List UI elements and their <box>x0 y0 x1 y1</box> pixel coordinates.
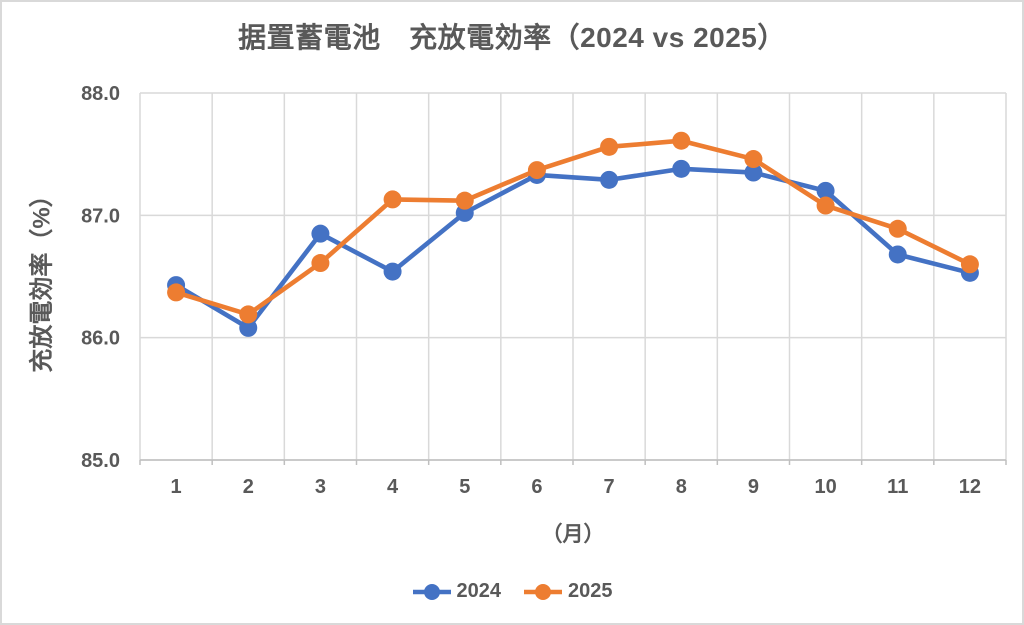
data-point-2025-m5 <box>455 191 474 210</box>
x-tick-label-10: 10 <box>814 476 836 498</box>
data-point-2025-m3 <box>311 254 330 273</box>
data-point-2024-m11 <box>888 245 907 264</box>
legend-label-2025: 2025 <box>568 580 613 602</box>
legend-item-2025: 2025 <box>523 580 613 603</box>
x-tick-label-3: 3 <box>315 476 326 498</box>
data-point-2025-m10 <box>816 196 835 215</box>
data-point-2025-m1 <box>167 283 186 302</box>
x-tick-label-5: 5 <box>459 476 470 498</box>
chart-title: 据置蓄電池 充放電効率（2024 vs 2025） <box>238 22 786 53</box>
data-point-2025-m12 <box>960 255 979 274</box>
x-axis-title: （月） <box>541 523 605 546</box>
data-point-2025-m6 <box>527 161 546 180</box>
legend-item-2024: 2024 <box>412 580 502 603</box>
data-point-2025-m11 <box>888 219 907 238</box>
data-point-2024-m7 <box>600 170 619 189</box>
x-tick-label-4: 4 <box>387 476 399 498</box>
data-point-2024-m4 <box>383 262 402 281</box>
y-tick-label-88.0: 88.0 <box>81 83 120 105</box>
data-point-2024-m3 <box>311 224 330 243</box>
data-point-2025-m2 <box>239 305 258 324</box>
x-tick-label-8: 8 <box>676 476 687 498</box>
y-tick-label-87.0: 87.0 <box>81 205 120 227</box>
legend: 2024 2025 <box>2 580 1022 603</box>
x-tick-label-9: 9 <box>748 476 759 498</box>
data-point-2025-m4 <box>383 190 402 209</box>
data-point-2025-m9 <box>744 150 763 169</box>
y-tick-label-85.0: 85.0 <box>81 450 120 472</box>
data-point-2024-m2 <box>239 318 258 337</box>
data-point-2025-m8 <box>672 131 691 150</box>
data-point-2024-m8 <box>672 159 691 178</box>
y-tick-label-86.0: 86.0 <box>81 328 120 350</box>
series-line-2025 <box>173 138 973 317</box>
x-tick-label-12: 12 <box>959 476 981 498</box>
legend-marker-2024 <box>412 583 451 600</box>
x-tick-label-1: 1 <box>171 476 182 498</box>
data-point-2024-m10 <box>816 181 835 200</box>
x-tick-label-2: 2 <box>243 476 254 498</box>
series-line-2024 <box>173 166 973 331</box>
legend-marker-2025 <box>524 583 562 600</box>
legend-label-2024: 2024 <box>456 580 502 602</box>
data-point-2025-m7 <box>600 137 619 156</box>
x-tick-label-6: 6 <box>531 476 542 498</box>
x-tick-label-11: 11 <box>887 476 908 498</box>
data-point-2024-m9 <box>744 163 763 182</box>
x-tick-label-7: 7 <box>604 476 615 498</box>
